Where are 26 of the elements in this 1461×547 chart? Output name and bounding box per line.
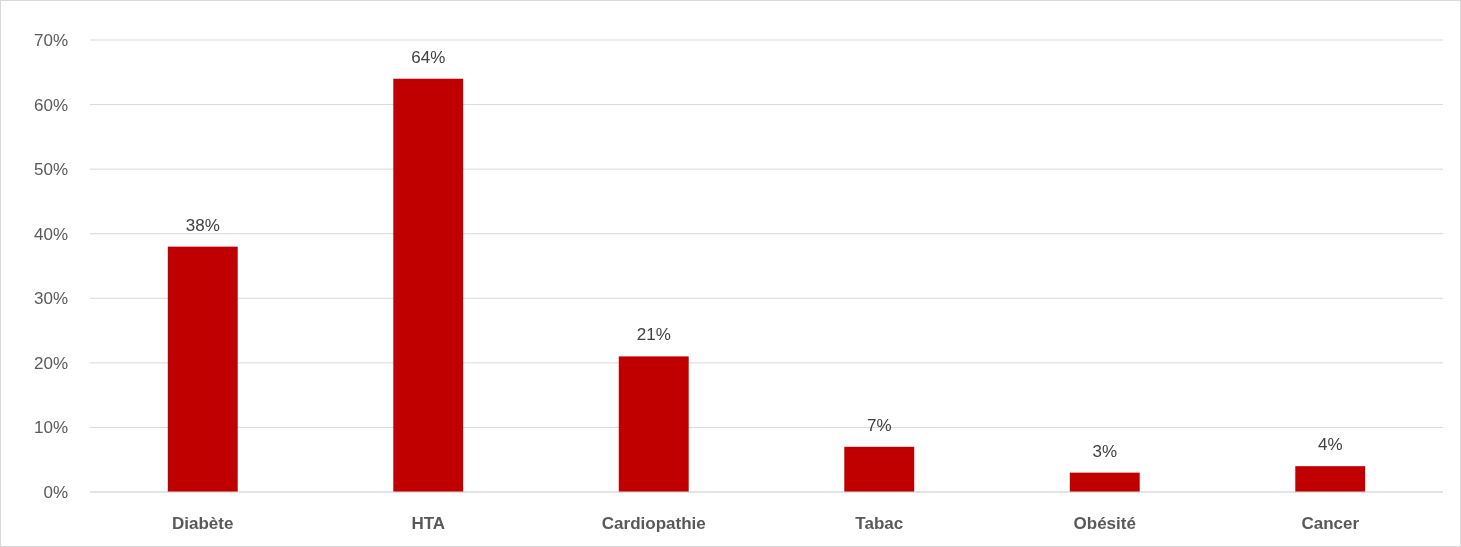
- data-label: 4%: [1317, 435, 1343, 455]
- x-tick-label: Diabète: [172, 513, 234, 533]
- y-tick-label: 40%: [33, 224, 68, 244]
- bar: [844, 446, 915, 492]
- data-label: 3%: [1092, 441, 1118, 461]
- data-label: 21%: [636, 325, 671, 345]
- bar: [618, 356, 689, 492]
- data-label: 64%: [411, 47, 446, 67]
- data-label: 7%: [866, 415, 892, 435]
- bar: [1295, 466, 1366, 492]
- x-tick-label: Cancer: [1301, 513, 1360, 533]
- bar: [167, 246, 238, 492]
- data-label: 38%: [185, 215, 220, 235]
- y-tick-label: 10%: [33, 418, 68, 438]
- x-tick-label: Obésité: [1073, 513, 1136, 533]
- y-tick-label: 20%: [33, 353, 68, 373]
- x-tick-label: Tabac: [855, 513, 904, 533]
- y-tick-label: 70%: [33, 30, 68, 50]
- bar: [393, 78, 464, 492]
- x-tick-label: HTA: [411, 513, 446, 533]
- x-tick-label: Cardiopathie: [601, 513, 706, 533]
- y-tick-label: 60%: [33, 95, 68, 115]
- y-tick-label: 50%: [33, 160, 68, 180]
- y-tick-label: 30%: [33, 289, 68, 309]
- y-tick-label: 0%: [43, 482, 68, 502]
- bar: [1069, 472, 1140, 492]
